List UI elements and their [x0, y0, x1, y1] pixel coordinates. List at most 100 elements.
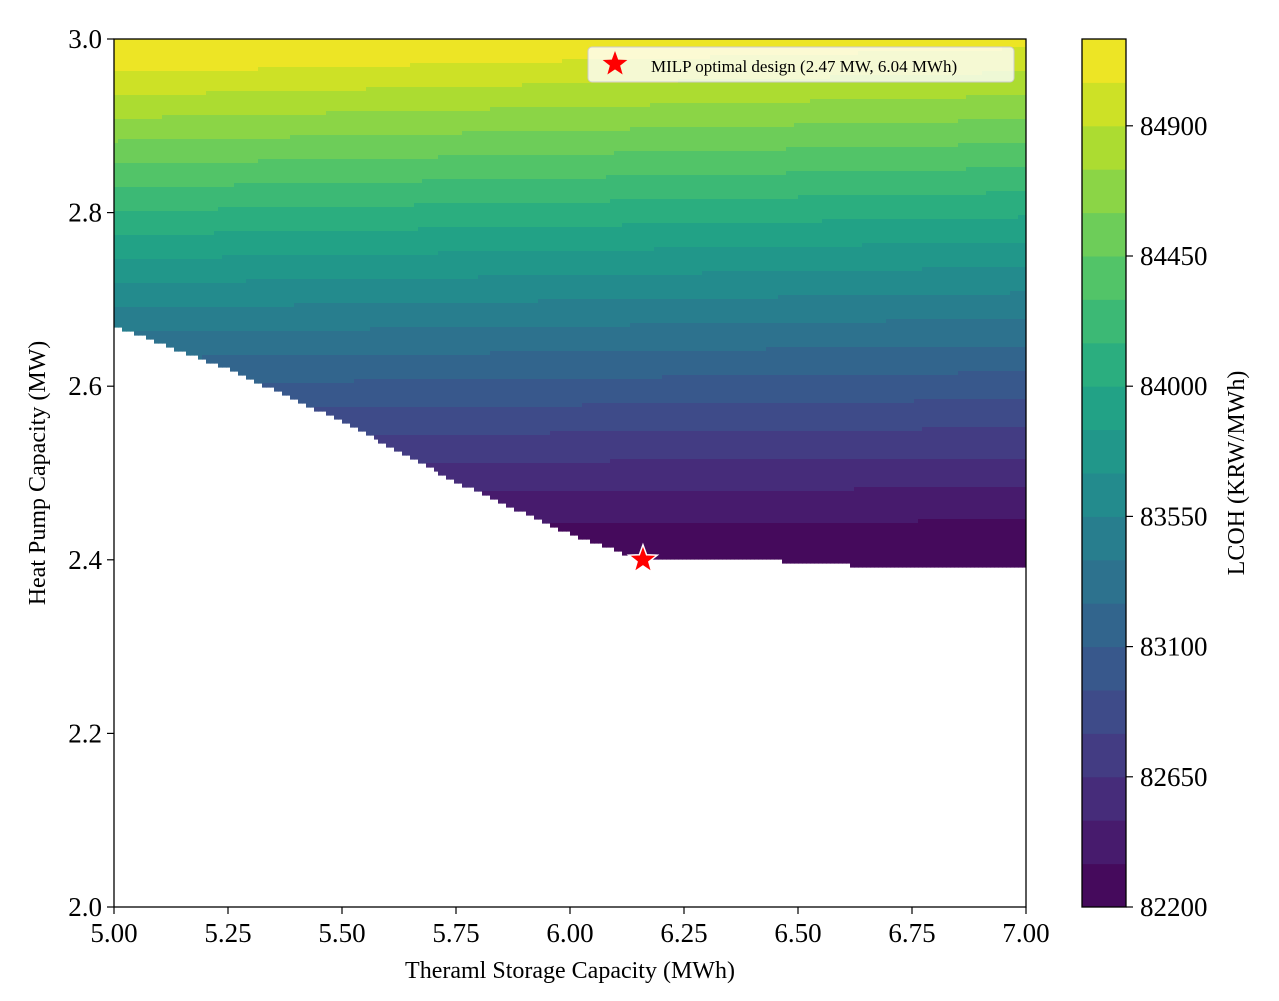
contour-cell [602, 107, 607, 132]
contour-cell [410, 379, 415, 408]
contour-cell [886, 375, 891, 404]
contour-cell [330, 67, 335, 92]
contour-cell [598, 523, 603, 544]
contour-cell [162, 211, 167, 236]
contour-cell [506, 463, 511, 492]
contour-cell [738, 79, 743, 104]
contour-cell [634, 299, 639, 324]
contour-cell [270, 231, 275, 256]
contour-cell [674, 247, 679, 276]
contour-cell [450, 135, 455, 156]
contour-cell [550, 39, 555, 64]
contour-cell [794, 247, 799, 272]
contour-cell [1010, 319, 1015, 348]
contour-cell [774, 271, 779, 300]
contour-cell [562, 327, 567, 352]
contour-cell [826, 375, 831, 404]
contour-cell [674, 523, 679, 560]
contour-cell [938, 219, 943, 244]
contour-cell [918, 459, 923, 488]
contour-cell [750, 299, 755, 324]
contour-cell [482, 63, 487, 88]
contour-cell [114, 283, 119, 308]
contour-cell [330, 159, 335, 184]
contour-cell [554, 155, 559, 180]
contour-cell [606, 491, 611, 524]
contour-cell [950, 123, 955, 148]
contour-cell [150, 71, 155, 96]
contour-cell [286, 331, 291, 356]
contour-cell [778, 431, 783, 460]
contour-cell [386, 255, 391, 280]
contour-cell [914, 295, 919, 320]
contour-cell [186, 211, 191, 236]
contour-cell [758, 491, 763, 524]
contour-cell [386, 159, 391, 184]
contour-cell [806, 459, 811, 492]
contour-cell [662, 223, 667, 248]
contour-cell [842, 99, 847, 124]
contour-cell [190, 163, 195, 188]
contour-cell [498, 131, 503, 156]
contour-cell [638, 351, 643, 380]
contour-cell [114, 187, 119, 212]
contour-cell [958, 427, 963, 460]
contour-cell [270, 159, 275, 184]
contour-cell [618, 523, 623, 552]
contour-cell [646, 323, 651, 352]
contour-cell [798, 491, 803, 524]
contour-cell [806, 271, 811, 296]
contour-cell [634, 83, 639, 108]
contour-cell [222, 283, 227, 308]
contour-cell [134, 187, 139, 212]
contour-cell [310, 279, 315, 304]
contour-cell [602, 83, 607, 108]
contour-cell [822, 375, 827, 404]
contour-cell [186, 71, 191, 96]
colorbar-segment [1082, 473, 1126, 517]
contour-cell [530, 203, 535, 228]
contour-cell [990, 487, 995, 520]
contour-cell [422, 227, 427, 256]
contour-cell [594, 327, 599, 352]
contour-cell [802, 195, 807, 224]
contour-cell [642, 431, 647, 460]
contour-cell [366, 111, 371, 136]
contour-cell [382, 303, 387, 328]
contour-cell [562, 83, 567, 108]
contour-cell [634, 379, 639, 404]
contour-cell [998, 95, 1003, 120]
contour-cell [614, 351, 619, 380]
contour-cell [786, 147, 791, 172]
contour-cell [518, 131, 523, 156]
contour-cell [554, 407, 559, 432]
contour-cell [850, 75, 855, 100]
contour-cell [1002, 219, 1007, 244]
contour-cell [258, 159, 263, 184]
contour-cell [326, 39, 331, 68]
contour-cell [954, 171, 959, 196]
contour-cell [778, 151, 783, 176]
contour-cell [430, 203, 435, 228]
contour-cell [722, 79, 727, 104]
contour-cell [390, 207, 395, 232]
contour-cell [558, 155, 563, 180]
contour-cell [138, 95, 143, 120]
contour-cell [386, 407, 391, 436]
contour-cell [282, 91, 287, 116]
contour-cell [662, 403, 667, 432]
contour-cell [826, 523, 831, 564]
contour-cell [326, 383, 331, 408]
contour-cell [230, 187, 235, 208]
contour-cell [790, 403, 795, 432]
contour-cell [386, 379, 391, 408]
contour-cell [870, 403, 875, 432]
contour-cell [586, 83, 591, 108]
contour-cell [494, 203, 499, 228]
contour-cell [450, 303, 455, 328]
contour-cell [1014, 267, 1019, 292]
contour-cell [198, 331, 203, 360]
contour-cell [910, 243, 915, 272]
contour-cell [234, 39, 239, 72]
contour-cell [298, 115, 303, 136]
